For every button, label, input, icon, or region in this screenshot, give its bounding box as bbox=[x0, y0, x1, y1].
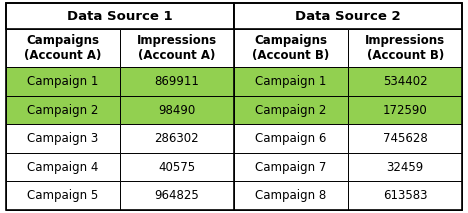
Bar bbox=[6, 181, 120, 210]
Text: 745628: 745628 bbox=[383, 132, 428, 145]
Text: 32459: 32459 bbox=[387, 161, 424, 174]
Bar bbox=[234, 153, 348, 181]
Text: Campaigns
(Account B): Campaigns (Account B) bbox=[252, 34, 330, 62]
Text: Impressions
(Account A): Impressions (Account A) bbox=[137, 34, 217, 62]
Text: 286302: 286302 bbox=[154, 132, 199, 145]
Bar bbox=[348, 124, 462, 153]
Text: 534402: 534402 bbox=[383, 75, 428, 88]
Text: 172590: 172590 bbox=[383, 104, 428, 117]
Bar bbox=[120, 96, 234, 124]
Bar bbox=[6, 153, 120, 181]
Bar bbox=[234, 124, 348, 153]
Bar bbox=[120, 124, 234, 153]
Bar bbox=[6, 29, 120, 67]
Text: Campaign 4: Campaign 4 bbox=[27, 161, 98, 174]
Text: 98490: 98490 bbox=[158, 104, 196, 117]
Text: 964825: 964825 bbox=[154, 189, 199, 202]
Text: Campaigns
(Account A): Campaigns (Account A) bbox=[24, 34, 102, 62]
Text: Campaign 8: Campaign 8 bbox=[256, 189, 327, 202]
Text: Data Source 1: Data Source 1 bbox=[67, 10, 173, 23]
Bar bbox=[6, 124, 120, 153]
Bar bbox=[234, 3, 462, 29]
Text: 40575: 40575 bbox=[158, 161, 196, 174]
Bar bbox=[348, 67, 462, 96]
Text: Campaign 5: Campaign 5 bbox=[27, 189, 98, 202]
Bar bbox=[120, 67, 234, 96]
Text: Impressions
(Account B): Impressions (Account B) bbox=[365, 34, 446, 62]
Bar bbox=[234, 29, 348, 67]
Text: Campaign 6: Campaign 6 bbox=[256, 132, 327, 145]
Text: Campaign 2: Campaign 2 bbox=[256, 104, 327, 117]
Bar bbox=[234, 96, 348, 124]
Text: Campaign 1: Campaign 1 bbox=[256, 75, 327, 88]
Bar bbox=[6, 96, 120, 124]
Text: Data Source 2: Data Source 2 bbox=[295, 10, 401, 23]
Bar bbox=[120, 181, 234, 210]
Bar bbox=[6, 67, 120, 96]
Bar bbox=[120, 29, 234, 67]
Bar bbox=[348, 181, 462, 210]
Bar bbox=[234, 67, 348, 96]
Text: Campaign 2: Campaign 2 bbox=[27, 104, 98, 117]
Text: 613583: 613583 bbox=[383, 189, 428, 202]
Bar bbox=[234, 181, 348, 210]
Bar bbox=[6, 3, 234, 29]
Bar bbox=[348, 153, 462, 181]
Bar bbox=[348, 96, 462, 124]
Bar bbox=[348, 29, 462, 67]
Text: 869911: 869911 bbox=[154, 75, 199, 88]
Text: Campaign 3: Campaign 3 bbox=[27, 132, 98, 145]
Bar bbox=[120, 153, 234, 181]
Text: Campaign 1: Campaign 1 bbox=[27, 75, 98, 88]
Text: Campaign 7: Campaign 7 bbox=[256, 161, 327, 174]
